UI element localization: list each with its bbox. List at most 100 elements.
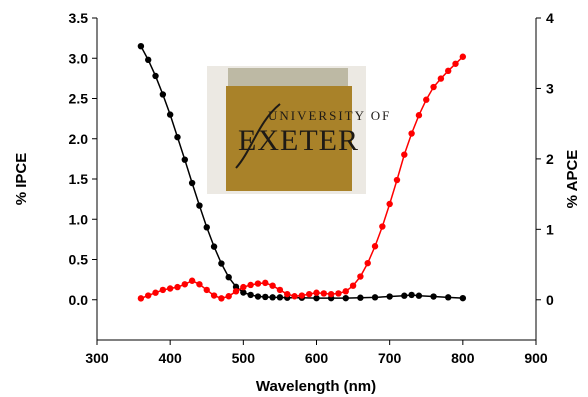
photo-university-text: UNIVERSITY OF <box>268 108 391 123</box>
data-point-right <box>445 67 452 75</box>
data-point-right <box>152 289 159 296</box>
data-point-left <box>203 224 210 231</box>
data-point-right <box>269 282 276 289</box>
data-point-right <box>364 259 371 267</box>
data-point-left <box>145 56 152 64</box>
data-point-left <box>313 294 320 302</box>
data-point-left <box>254 293 262 300</box>
data-point-left <box>181 156 188 163</box>
x-tick-label: 500 <box>232 350 256 366</box>
data-point-right <box>174 283 181 291</box>
photo-swoosh-mark <box>235 103 281 169</box>
data-point-right <box>423 96 430 103</box>
data-point-right <box>393 176 401 184</box>
data-point-right <box>240 283 247 291</box>
y-left-tick-label: 0.5 <box>69 252 89 268</box>
inset-photo: UNIVERSITY OF EXETER <box>207 66 391 194</box>
data-point-right <box>210 292 218 299</box>
data-point-left <box>386 293 393 300</box>
data-point-right <box>137 295 145 302</box>
data-point-right <box>145 292 152 299</box>
data-point-left <box>430 293 437 300</box>
data-point-left <box>232 283 240 291</box>
data-point-left <box>276 294 284 301</box>
data-point-left <box>218 260 225 267</box>
data-point-right <box>349 282 357 289</box>
data-point-right <box>298 292 306 299</box>
data-point-left <box>240 289 247 296</box>
data-point-left <box>342 294 349 302</box>
data-point-right <box>262 279 269 287</box>
data-point-right <box>247 281 254 289</box>
x-tick-label: 300 <box>85 350 109 366</box>
data-point-right <box>225 293 232 300</box>
data-point-left <box>225 274 232 281</box>
data-point-left <box>247 291 254 299</box>
data-point-right <box>181 281 188 288</box>
data-point-right <box>166 285 174 292</box>
data-point-left <box>408 291 415 299</box>
x-tick-label: 700 <box>378 350 402 366</box>
data-point-right <box>452 60 459 67</box>
data-point-right <box>459 53 467 60</box>
data-point-right <box>430 83 437 91</box>
y-right-tick-label: 3 <box>546 80 554 96</box>
data-point-right <box>218 295 225 302</box>
x-axis-title: Wavelength (nm) <box>256 378 376 395</box>
y-right-tick-label: 4 <box>546 10 554 26</box>
data-point-right <box>196 281 203 288</box>
y-right-tick-label: 2 <box>546 151 554 167</box>
photo-exeter-text: EXETER <box>238 124 359 157</box>
data-point-left <box>357 294 364 301</box>
data-point-right <box>291 293 298 300</box>
y-right-tick-label: 1 <box>546 221 554 237</box>
data-point-left <box>152 72 159 80</box>
y-left-tick-label: 1.5 <box>69 171 89 187</box>
data-point-right <box>188 277 196 284</box>
data-point-left <box>401 292 408 299</box>
data-point-right <box>313 289 320 296</box>
y-axis-left-title: % IPCE <box>13 153 30 206</box>
data-point-left <box>371 294 379 301</box>
y-left-tick-label: 1.0 <box>69 211 89 227</box>
y-left-tick-label: 2.5 <box>69 91 89 107</box>
series-layer <box>137 42 467 302</box>
photo-slide-film <box>226 86 352 191</box>
data-point-left <box>188 179 196 187</box>
data-point-left <box>415 292 423 299</box>
data-point-right <box>254 280 262 287</box>
y-axis-right-title: % APCE <box>564 150 581 209</box>
data-point-right <box>335 290 342 297</box>
y-left-tick-label: 3.0 <box>69 50 89 66</box>
photo-slide-shade <box>226 86 352 191</box>
x-tick-label: 800 <box>451 350 475 366</box>
x-tick-label: 400 <box>158 350 182 366</box>
x-tick-label: 900 <box>524 350 548 366</box>
y-left-tick-label: 2.0 <box>69 131 89 147</box>
data-point-left <box>459 294 467 302</box>
data-point-right <box>159 286 167 294</box>
data-point-left <box>174 133 181 141</box>
y-right-tick-label: 0 <box>546 292 554 308</box>
data-point-left <box>196 202 203 209</box>
data-point-right <box>203 286 210 294</box>
data-point-left <box>166 111 174 118</box>
data-point-right <box>386 200 393 208</box>
data-point-right <box>357 273 364 280</box>
data-point-left <box>269 294 276 301</box>
data-point-right <box>276 286 284 294</box>
data-point-left <box>159 91 167 98</box>
y-left-tick-label: 3.5 <box>69 10 89 26</box>
data-point-right <box>379 223 386 230</box>
data-point-right <box>342 288 349 295</box>
y-left-tick-label: 0.0 <box>69 292 89 308</box>
data-point-right <box>320 290 328 297</box>
data-point-right <box>437 75 445 82</box>
data-point-right <box>371 243 379 250</box>
data-point-left <box>137 42 145 50</box>
data-point-left <box>445 294 452 301</box>
photo-slide-glass <box>228 68 348 88</box>
data-point-right <box>232 288 240 295</box>
data-point-right <box>284 290 291 298</box>
